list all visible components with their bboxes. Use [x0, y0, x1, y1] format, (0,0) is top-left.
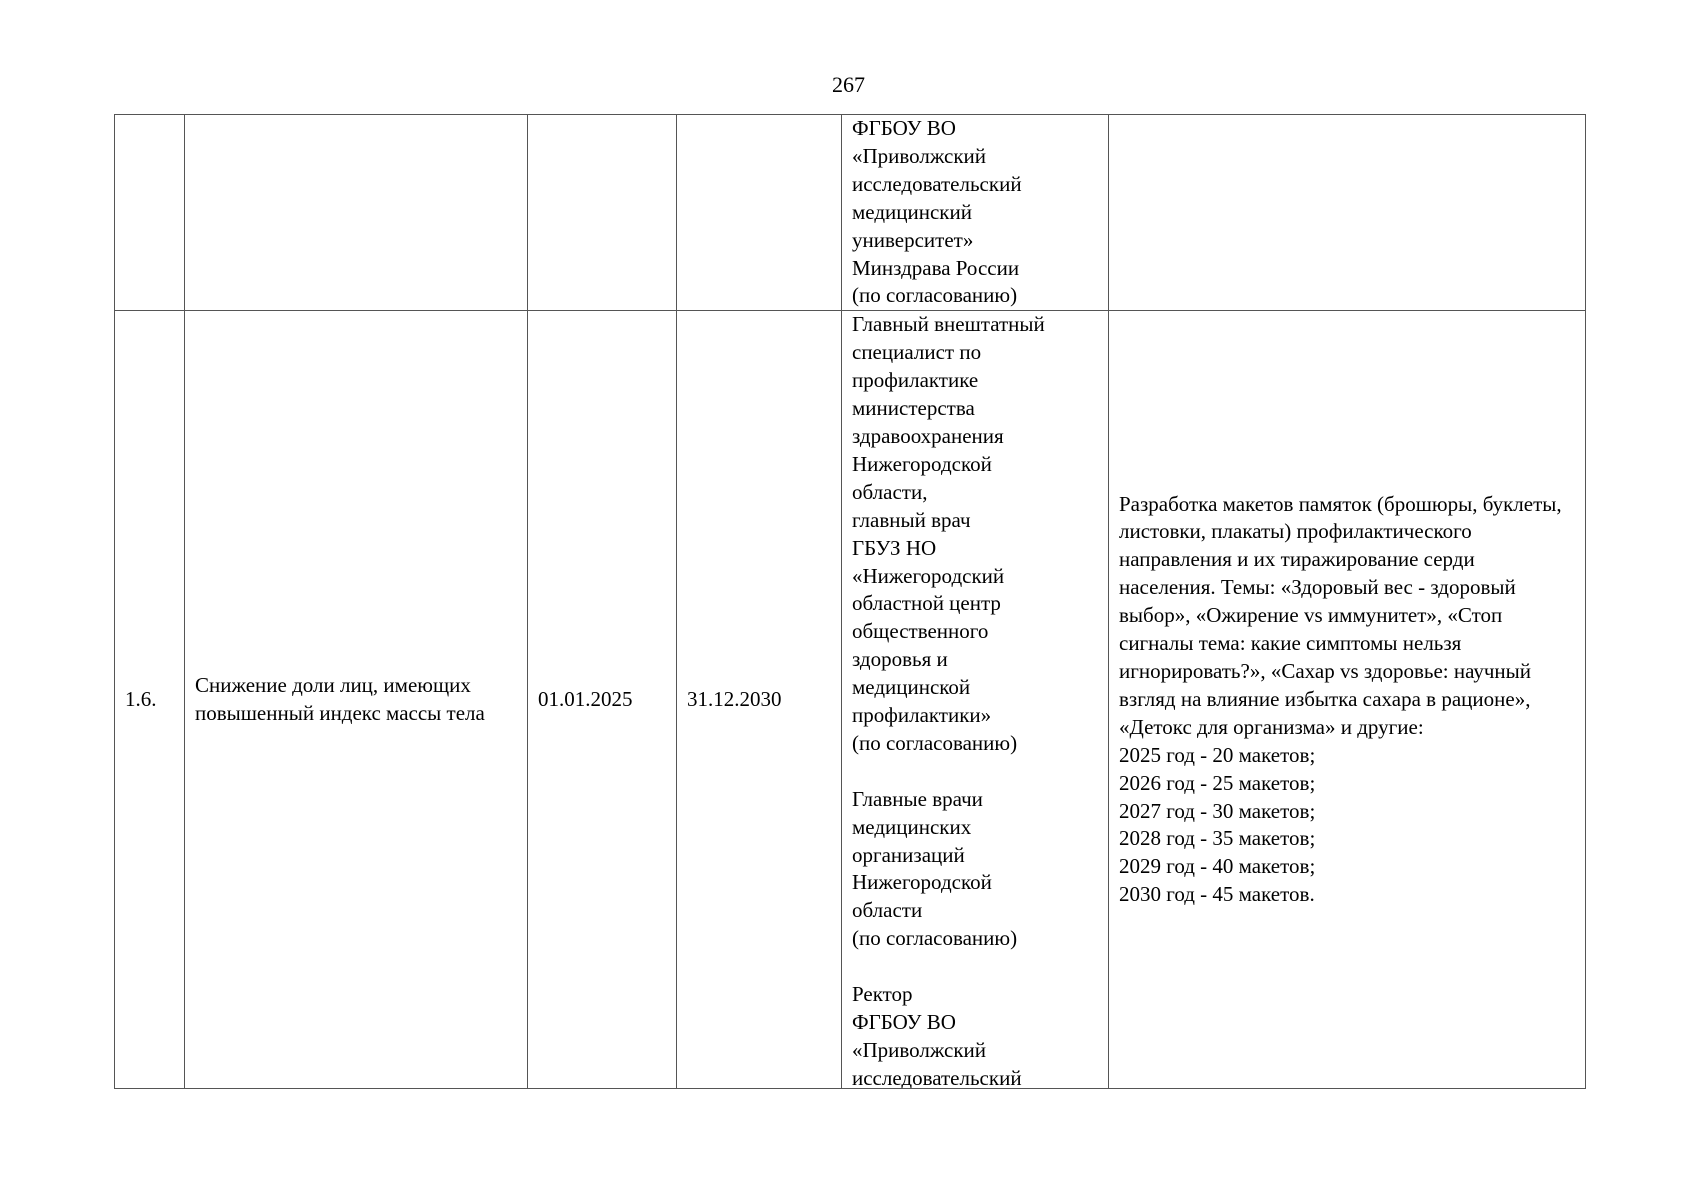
table-row: ФГБОУ ВО «Приволжский исследовательский … [114, 113, 1586, 312]
cell-start-date: 01.01.2025 [527, 310, 677, 1090]
cell-name: Снижение доли лиц, имеющих повышенный ин… [184, 310, 528, 1090]
cell-responsible: Главный внештатный специалист по профила… [841, 310, 1109, 1090]
cell-responsible: ФГБОУ ВО «Приволжский исследовательский … [841, 113, 1109, 312]
responsible-text: Главный внештатный специалист по профила… [852, 312, 1045, 1089]
cell-start-date [527, 113, 677, 312]
cell-end-date: 31.12.2030 [676, 310, 842, 1090]
cell-result: Разработка макетов памяток (брошюры, бук… [1108, 310, 1586, 1090]
table-row: 1.6. Снижение доли лиц, имеющих повышенн… [114, 310, 1586, 1090]
cell-number [114, 113, 185, 312]
cell-end-date [676, 113, 842, 312]
cell-result [1108, 113, 1586, 312]
page-number: 267 [832, 72, 865, 97]
cell-name [184, 113, 528, 312]
cell-number: 1.6. [114, 310, 185, 1090]
activities-table: ФГБОУ ВО «Приволжский исследовательский … [114, 113, 1586, 1090]
